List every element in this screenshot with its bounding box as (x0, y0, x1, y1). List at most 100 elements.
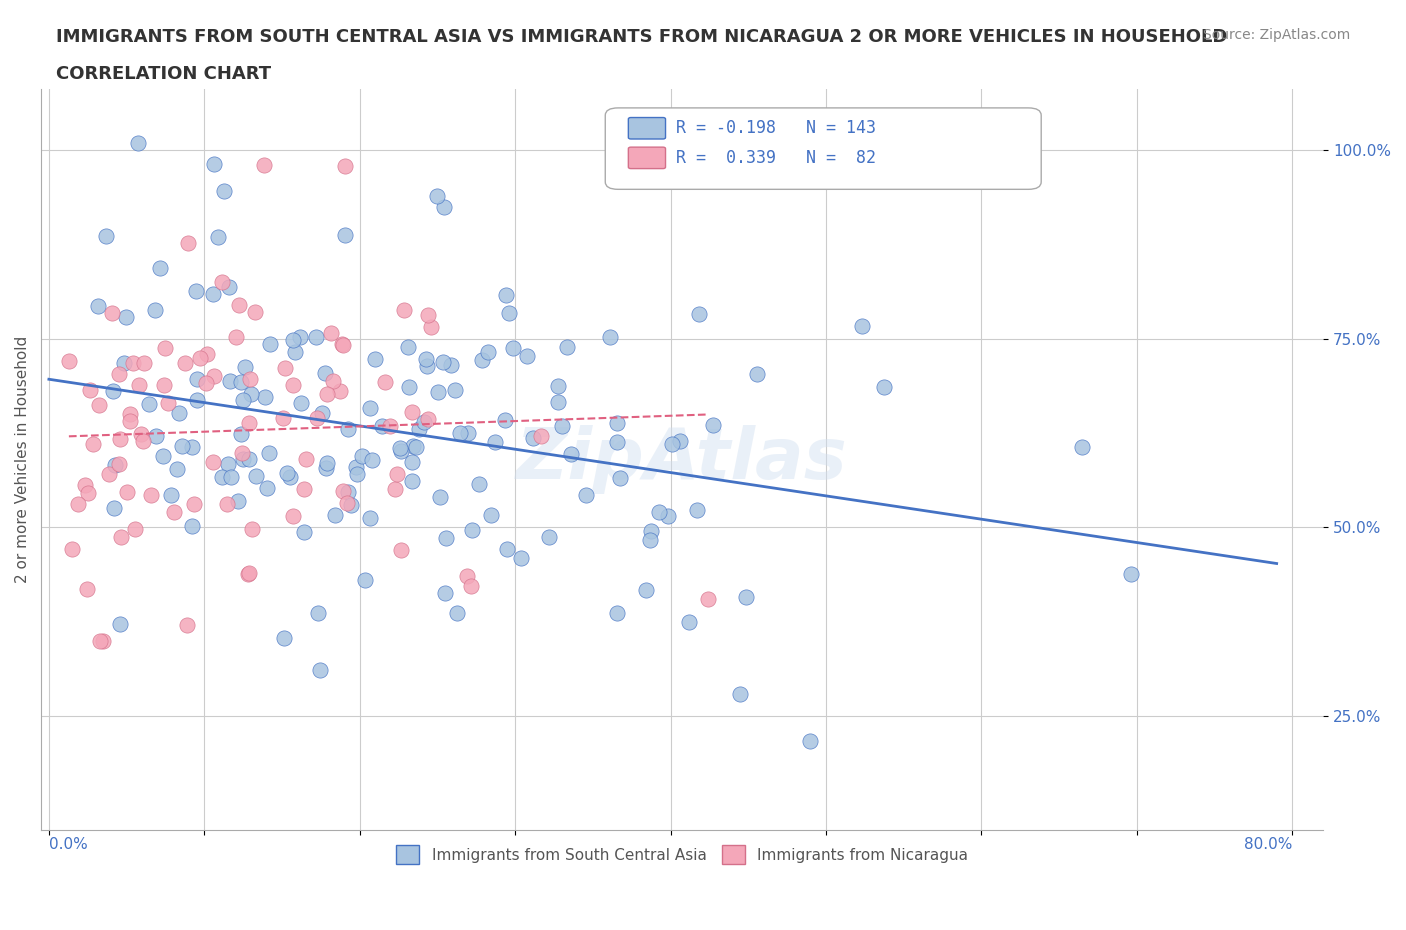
Point (599, 330, 621, 345)
Point (232, 393, 254, 408)
Point (335, 159, 357, 174)
Point (419, 320, 441, 335)
Point (124, 522, 146, 537)
Text: CORRELATION CHART: CORRELATION CHART (56, 65, 271, 83)
Point (139, 487, 162, 502)
Point (278, 470, 301, 485)
Point (522, 431, 544, 445)
Point (314, 365, 336, 380)
Point (346, 466, 368, 481)
Point (498, 306, 520, 321)
Point (257, 446, 280, 461)
Point (433, 199, 456, 214)
Point (104, 458, 127, 472)
Point (606, 416, 628, 431)
Point (127, 136, 149, 151)
Point (107, 366, 129, 381)
Point (231, 375, 253, 390)
Point (702, 418, 724, 432)
Point (149, 260, 172, 275)
Point (361, 453, 384, 468)
Point (336, 496, 359, 511)
Point (166, 461, 188, 476)
Point (402, 439, 425, 454)
Point (336, 421, 359, 436)
Point (288, 329, 311, 344)
Point (226, 493, 249, 508)
Point (115, 310, 138, 325)
Point (309, 662, 332, 677)
Point (281, 333, 304, 348)
Point (281, 377, 304, 392)
Point (606, 605, 628, 620)
Point (319, 326, 342, 340)
Point (294, 525, 316, 539)
Point (225, 330, 247, 345)
Point (408, 422, 430, 437)
Point (184, 284, 207, 299)
Point (245, 469, 267, 484)
Point (412, 414, 434, 429)
Point (873, 380, 896, 395)
Point (145, 429, 167, 444)
Point (284, 345, 307, 360)
Point (697, 592, 720, 607)
Point (799, 734, 821, 749)
Point (229, 427, 252, 442)
Point (333, 227, 356, 242)
Point (384, 482, 406, 497)
Point (429, 490, 451, 505)
Point (401, 473, 423, 488)
Point (108, 617, 131, 631)
Point (1070, 440, 1092, 455)
Y-axis label: 2 or more Vehicles in Household: 2 or more Vehicles in Household (15, 336, 30, 583)
Point (385, 467, 408, 482)
Point (217, 457, 239, 472)
Point (311, 405, 333, 420)
Point (129, 427, 152, 442)
Point (396, 339, 419, 354)
Point (337, 485, 360, 499)
FancyBboxPatch shape (628, 117, 665, 139)
Point (332, 338, 354, 352)
Point (557, 339, 579, 354)
Point (194, 376, 217, 391)
Point (157, 395, 180, 410)
Point (426, 189, 449, 204)
Point (640, 524, 662, 538)
Point (238, 566, 260, 581)
Point (551, 418, 574, 433)
Point (502, 341, 524, 356)
Point (188, 351, 211, 365)
Point (678, 615, 700, 630)
Point (211, 274, 233, 289)
Point (173, 356, 195, 371)
Point (117, 485, 139, 499)
Point (256, 481, 278, 496)
Point (110, 432, 132, 446)
Point (118, 414, 141, 429)
Point (121, 355, 143, 370)
Text: 0.0%: 0.0% (49, 837, 87, 852)
Point (181, 519, 204, 534)
Legend: Immigrants from South Central Asia, Immigrants from Nicaragua: Immigrants from South Central Asia, Immi… (391, 839, 974, 870)
Point (1119, 566, 1142, 581)
Point (232, 451, 254, 466)
Point (238, 416, 260, 431)
Point (79, 383, 101, 398)
Point (401, 455, 423, 470)
Point (218, 279, 240, 294)
Point (728, 686, 751, 701)
Point (745, 366, 768, 381)
Point (364, 352, 387, 366)
Point (530, 429, 553, 444)
Point (353, 573, 375, 588)
Point (128, 378, 150, 392)
Point (82, 437, 104, 452)
Point (440, 358, 463, 373)
Point (479, 508, 502, 523)
Point (101, 306, 124, 321)
Point (322, 373, 344, 388)
Text: R = -0.198   N = 143: R = -0.198 N = 143 (676, 119, 876, 138)
Point (371, 418, 394, 433)
